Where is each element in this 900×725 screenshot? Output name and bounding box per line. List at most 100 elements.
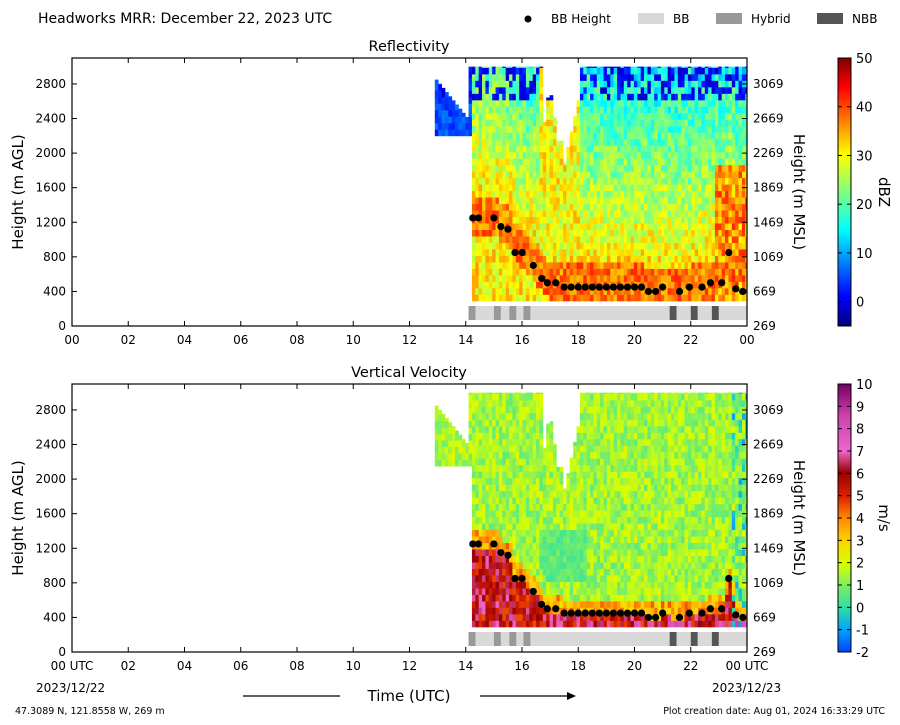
reflectivity-cell — [492, 242, 496, 250]
velocity-cell — [522, 588, 527, 595]
reflectivity-cell — [573, 115, 577, 120]
reflectivity-cell — [657, 99, 662, 107]
reflectivity-cell — [728, 287, 733, 295]
reflectivity-cell — [654, 294, 658, 302]
reflectivity-cell — [654, 274, 658, 282]
reflectivity-cell — [586, 255, 591, 263]
reflectivity-cell — [492, 164, 496, 172]
reflectivity-cell — [691, 203, 696, 211]
velocity-cell — [471, 419, 476, 427]
reflectivity-cell — [735, 242, 739, 250]
reflectivity-cell — [600, 190, 604, 198]
reflectivity-cell — [637, 138, 642, 146]
reflectivity-cell — [718, 203, 723, 211]
reflectivity-cell — [731, 80, 736, 88]
velocity-cell — [492, 607, 496, 615]
reflectivity-cell — [539, 210, 544, 218]
reflectivity-cell — [525, 294, 530, 302]
reflectivity-cell — [620, 190, 625, 198]
reflectivity-cell — [613, 210, 618, 218]
velocity-cell — [600, 620, 604, 628]
reflectivity-cell — [563, 229, 567, 237]
reflectivity-cell — [515, 119, 520, 127]
reflectivity-cell — [741, 138, 746, 146]
reflectivity-cell — [711, 145, 716, 153]
reflectivity-cell — [617, 73, 621, 81]
velocity-cell — [532, 575, 537, 582]
velocity-cell — [569, 458, 574, 466]
velocity-cell — [546, 562, 550, 569]
reflectivity-cell — [482, 66, 486, 68]
velocity-cell — [617, 549, 621, 556]
reflectivity-cell — [694, 262, 699, 269]
reflectivity-cell — [718, 184, 723, 192]
reflectivity-cell — [539, 236, 544, 243]
velocity-cell — [593, 425, 598, 433]
reflectivity-cell — [603, 287, 608, 295]
velocity-cell — [509, 497, 513, 505]
velocity-cell — [465, 442, 469, 448]
velocity-cell — [502, 477, 507, 485]
reflectivity-cell — [515, 151, 520, 159]
reflectivity-cell — [671, 125, 675, 133]
velocity-cell — [539, 529, 544, 537]
reflectivity-cell — [509, 229, 513, 237]
velocity-cell — [539, 425, 544, 433]
reflectivity-cell — [667, 190, 672, 198]
reflectivity-cell — [725, 145, 729, 153]
velocity-cell — [482, 471, 486, 479]
velocity-cell — [627, 588, 631, 595]
reflectivity-cell — [529, 132, 534, 140]
reflectivity-cell — [495, 119, 500, 127]
velocity-cell — [492, 490, 496, 498]
reflectivity-cell — [657, 274, 662, 282]
velocity-cell — [596, 510, 601, 518]
velocity-cell — [623, 523, 628, 531]
reflectivity-cell — [532, 93, 537, 101]
reflectivity-cell — [660, 171, 665, 179]
reflectivity-cell — [644, 171, 648, 179]
bb-height-point — [497, 222, 505, 231]
reflectivity-cell — [620, 66, 625, 68]
reflectivity-cell — [691, 249, 696, 256]
velocity-cell — [596, 562, 601, 569]
velocity-cell — [576, 451, 581, 459]
velocity-cell — [610, 464, 615, 472]
velocity-cell — [522, 438, 527, 446]
velocity-cell — [640, 620, 645, 628]
velocity-cell — [522, 568, 527, 576]
reflectivity-cell — [627, 80, 631, 88]
reflectivity-cell — [640, 132, 645, 140]
velocity-cell — [590, 555, 594, 563]
reflectivity-cell — [482, 184, 486, 192]
reflectivity-cell — [529, 216, 534, 224]
reflectivity-cell — [590, 171, 594, 179]
velocity-cell — [522, 425, 527, 433]
velocity-cell — [606, 503, 611, 511]
reflectivity-cell — [475, 281, 480, 289]
velocity-cell — [576, 464, 581, 472]
reflectivity-cell — [721, 268, 726, 276]
reflectivity-cell — [522, 106, 527, 114]
reflectivity-cell — [644, 294, 648, 302]
velocity-cell — [488, 484, 493, 492]
reflectivity-cell — [492, 268, 496, 276]
reflectivity-cell — [667, 197, 672, 205]
velocity-cell — [586, 406, 591, 414]
velocity-cell — [525, 568, 530, 576]
reflectivity-cell — [745, 99, 747, 107]
velocity-cell — [600, 393, 604, 401]
velocity-cell — [593, 523, 598, 531]
velocity-cell — [549, 516, 554, 524]
reflectivity-cell — [522, 274, 527, 282]
velocity-cell — [512, 581, 517, 589]
velocity-cell — [502, 594, 507, 602]
reflectivity-cell — [536, 177, 540, 185]
reflectivity-cell — [667, 66, 672, 68]
reflectivity-cell — [482, 99, 486, 107]
velocity-cell — [495, 529, 500, 537]
reflectivity-cell — [627, 106, 631, 114]
reflectivity-cell — [573, 171, 577, 179]
reflectivity-cell — [569, 177, 574, 185]
reflectivity-cell — [714, 158, 719, 166]
